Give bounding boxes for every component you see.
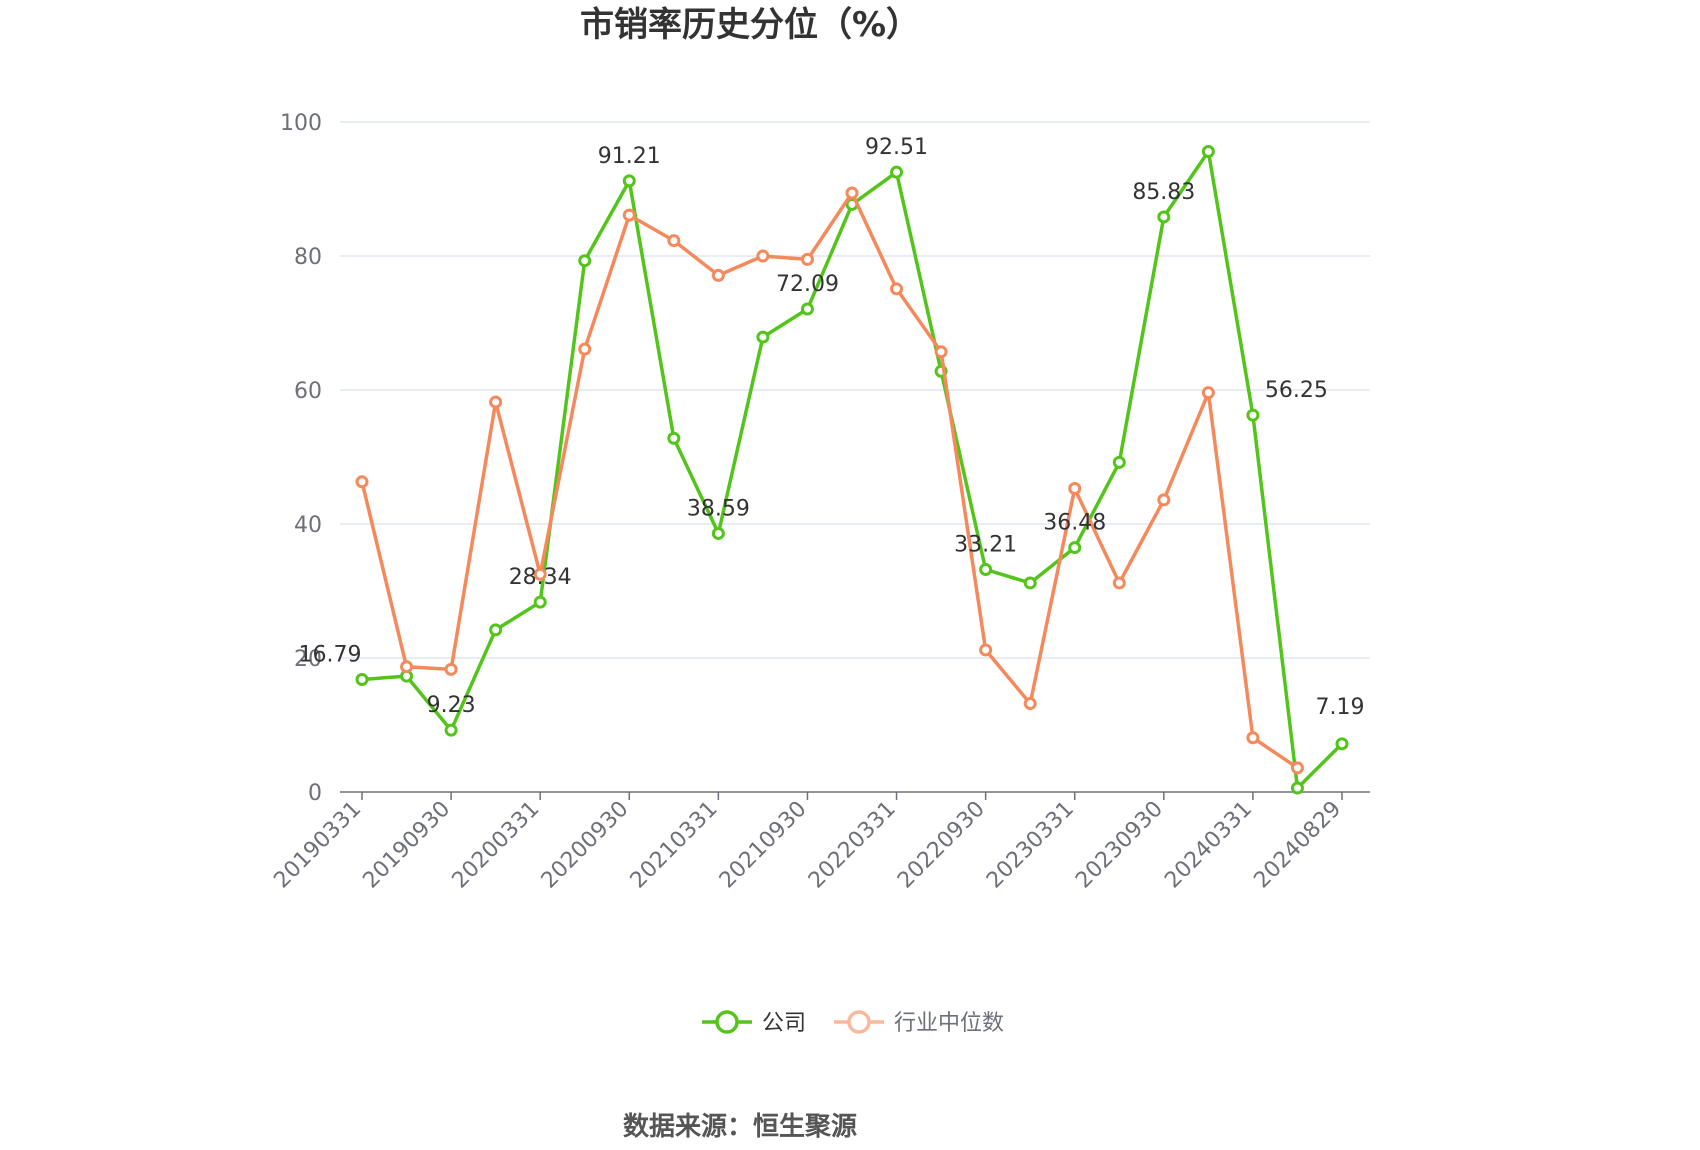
data-point[interactable] [1157, 493, 1171, 507]
data-point[interactable] [1201, 144, 1215, 158]
data-point[interactable] [355, 673, 369, 687]
data-label: 72.09 [776, 272, 839, 297]
data-point[interactable] [711, 526, 725, 540]
data-point[interactable] [533, 595, 547, 609]
y-tick-label: 60 [294, 379, 322, 404]
x-tick-label: 20220331 [804, 797, 901, 894]
data-label: 92.51 [865, 135, 928, 160]
series-line [360, 191, 1299, 770]
data-point[interactable] [533, 567, 547, 581]
data-point[interactable] [890, 165, 904, 179]
data-point[interactable] [800, 302, 814, 316]
data-label: 38.59 [687, 496, 750, 521]
series-industry-median [355, 186, 1304, 775]
data-point[interactable] [1157, 210, 1171, 224]
data-point[interactable] [1023, 576, 1037, 590]
data-point[interactable] [756, 249, 770, 263]
data-label: 91.21 [598, 144, 661, 169]
legend[interactable]: 公司 行业中位数 [702, 1010, 1004, 1036]
legend-item-company[interactable]: 公司 [702, 1010, 806, 1036]
x-tick-label: 20210930 [715, 797, 812, 894]
x-tick-label: 20190930 [358, 797, 455, 894]
y-tick-label: 20 [294, 647, 322, 672]
legend-marker [847, 1010, 871, 1034]
y-tick-label: 100 [280, 111, 322, 136]
data-point[interactable] [1112, 455, 1126, 469]
x-tick-label: 20200930 [537, 797, 634, 894]
x-tick-label: 20230331 [982, 797, 1079, 894]
y-axis: 0 20 40 60 80 100 [280, 111, 322, 806]
data-point[interactable] [355, 475, 369, 489]
data-label: 56.25 [1265, 378, 1328, 403]
data-point[interactable] [667, 431, 681, 445]
data-label: 28.34 [509, 565, 572, 590]
data-point[interactable] [756, 330, 770, 344]
data-point[interactable] [1068, 541, 1082, 555]
data-point[interactable] [489, 623, 503, 637]
data-point[interactable] [622, 174, 636, 188]
chart-title: 市销率历史分位（%） [580, 5, 920, 45]
data-point[interactable] [1201, 386, 1215, 400]
data-point[interactable] [578, 254, 592, 268]
legend-item-industry-median[interactable]: 行业中位数 [834, 1010, 1004, 1036]
y-tick-label: 0 [308, 781, 322, 806]
data-point[interactable] [1335, 737, 1349, 751]
data-labels: 16.79 9.23 28.34 91.21 38.59 72.09 92.51 33.21 3… [299, 135, 1365, 720]
data-point[interactable] [622, 208, 636, 222]
data-label: 85.83 [1132, 180, 1195, 205]
data-label: 36.48 [1043, 511, 1106, 536]
data-point[interactable] [1290, 761, 1304, 775]
series-line [361, 149, 1344, 790]
y-tick-label: 80 [294, 245, 322, 270]
x-tick-label: 20210331 [626, 797, 723, 894]
x-tick-label: 20190331 [269, 797, 366, 894]
data-point[interactable] [489, 395, 503, 409]
data-point[interactable] [1246, 408, 1260, 422]
data-point[interactable] [979, 562, 993, 576]
data-label: 16.79 [299, 643, 362, 668]
data-point[interactable] [667, 234, 681, 248]
data-point[interactable] [444, 662, 458, 676]
series-layer [355, 144, 1349, 795]
data-point[interactable] [1246, 731, 1260, 745]
data-point[interactable] [890, 282, 904, 296]
legend-label: 公司 [762, 1011, 806, 1036]
data-point[interactable] [711, 268, 725, 282]
data-label: 33.21 [954, 532, 1017, 557]
data-point[interactable] [400, 660, 414, 674]
data-label: 9.23 [427, 693, 476, 718]
x-axis: 2019033120190930202003312020093020210331… [269, 791, 1370, 894]
data-point[interactable] [934, 345, 948, 359]
data-point[interactable] [578, 342, 592, 356]
data-point[interactable] [800, 252, 814, 266]
grid [340, 121, 1370, 659]
data-label: 7.19 [1316, 695, 1365, 720]
x-tick-label: 20240829 [1249, 797, 1346, 894]
data-point[interactable] [1112, 576, 1126, 590]
data-point[interactable] [845, 186, 859, 200]
y-tick-label: 40 [294, 513, 322, 538]
x-tick-label: 20200331 [448, 797, 545, 894]
data-point[interactable] [979, 643, 993, 657]
data-point[interactable] [1290, 781, 1304, 795]
x-tick-label: 20220930 [893, 797, 990, 894]
x-tick-label: 20230930 [1071, 797, 1168, 894]
legend-label: 行业中位数 [894, 1011, 1004, 1036]
source-note: 数据来源：恒生聚源 [623, 1112, 857, 1142]
data-point[interactable] [1023, 697, 1037, 711]
x-tick-label: 20240331 [1160, 797, 1257, 894]
series-company [355, 144, 1349, 795]
legend-marker [715, 1010, 739, 1034]
data-point[interactable] [1068, 481, 1082, 495]
data-point[interactable] [444, 723, 458, 737]
